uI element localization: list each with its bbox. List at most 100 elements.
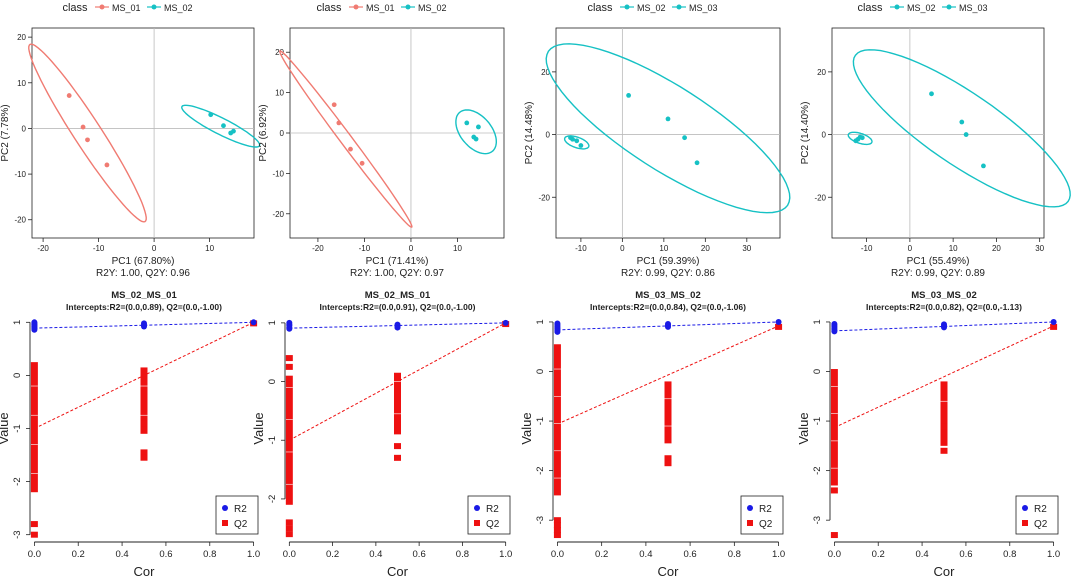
x-axis-label: Cor [658,564,680,579]
x-tick-label: 20 [701,244,710,253]
permutation-intercepts: Intercepts:R2=(0.0,0.89), Q2=(0.0,-1.00) [66,302,222,312]
r2-regression-line [834,321,1054,332]
x-tick-label: 0.2 [72,549,85,560]
x-tick-label: 0 [908,244,913,253]
y-tick-label: -1 [812,417,823,425]
legend-label: MS_01 [366,3,395,13]
x-axis-label: PC1 (55.49%) [907,256,970,267]
x-tick-label: 10 [659,244,668,253]
sample-point [574,138,580,144]
x-tick-label: 30 [1035,244,1044,253]
plot-frame [555,27,781,239]
sample-point [228,130,234,136]
y-axis-label: PC2 (14.48%) [524,102,535,165]
q2-point-cluster [140,367,148,434]
q2-point [140,420,148,427]
y-tick-label: -2 [12,477,23,485]
q2-point [553,527,561,534]
y-tick-label: 1 [12,320,23,325]
legend-r2-label: R2 [759,504,772,515]
y-axis-label: PC2 (6.92%) [258,104,269,161]
y-axis-label: PC2 (14.40%) [800,102,811,165]
x-tick-label: 0.0 [828,549,841,560]
sample-point [857,134,863,140]
x-tick-label: 0.8 [728,549,741,560]
legend-r2-marker [1022,505,1028,511]
q2-point [553,532,561,539]
q2-point [285,519,293,526]
legend-q2-marker [222,520,228,526]
y-tick-label: 0 [546,131,551,140]
q2-point [285,525,293,532]
x-tick-label: -20 [37,244,49,253]
legend-q2-marker [747,520,753,526]
x-tick-label: 0.4 [369,549,382,560]
q2-point [394,443,401,450]
sample-point [208,112,214,118]
sample-point [104,162,110,168]
x-tick-label: 1.0 [1047,549,1060,560]
y-axis-label: PC2 (7.78%) [0,104,11,161]
legend-label: MS_02 [907,3,936,13]
sample-point [626,92,631,98]
q2-regression-line [557,325,779,425]
legend-q2-label: Q2 [759,519,773,530]
y-tick-label: -3 [535,516,546,524]
y-tick-label: 1 [535,319,546,324]
y-tick-label: 20 [817,68,826,77]
y-tick-label: 0 [22,124,27,133]
sample-point [359,160,365,166]
q2-point [285,531,293,538]
x-tick-label: 0 [620,244,625,253]
x-tick-label: -10 [575,244,587,253]
legend-box [215,495,259,535]
r2-point [394,324,401,331]
sample-point [331,102,337,108]
legend-label: MS_01 [112,3,141,13]
sample-point [694,160,700,166]
x-tick-label: 0.2 [326,549,339,560]
legend-r2-marker [474,505,480,511]
y-tick-label: -2 [812,466,823,474]
x-tick-label: 0.2 [595,549,608,560]
q2-regression-line [834,325,1054,428]
y-tick-label: 1 [812,319,823,324]
confidence-ellipse-ms_02 [563,135,590,150]
y-tick-label: 0 [822,131,827,140]
legend-box [1015,495,1059,535]
sample-point [578,143,584,148]
y-tick-label: -20 [814,193,826,202]
legend-box [467,495,511,535]
x-tick-label: 0.6 [684,549,697,560]
permutation-title: MS_03_MS_02 [635,290,700,301]
x-tick-label: 10 [205,244,214,253]
confidence-ellipse-ms_03 [852,49,1071,208]
y-tick-label: -20 [14,216,26,225]
x-axis-label: PC1 (59.39%) [637,256,700,267]
x-tick-label: 0.4 [115,549,128,560]
q2-point [553,522,561,529]
x-axis-label: Cor [387,564,409,579]
r2-point [941,324,947,331]
x-tick-label: -10 [93,244,105,253]
sample-point [473,136,479,142]
x-tick-label: 0.2 [872,549,885,560]
legend-label: MS_02 [418,3,447,13]
q2-point [285,355,293,362]
q2-point [830,532,838,539]
r2-point [286,325,293,332]
q2-point-cluster [285,375,293,505]
legend-marker [624,4,630,10]
sample-point [85,137,90,143]
legend-marker [151,4,157,10]
model-stats: R2Y: 0.99, Q2Y: 0.86 [621,268,715,279]
q2-point-cluster [664,381,672,444]
x-tick-label: 0.8 [1003,549,1016,560]
q2-point [553,517,561,524]
y-tick-label: 10 [275,89,284,98]
y-tick-label: 0 [12,373,23,378]
sample-point [348,146,353,152]
permutation-title: MS_02_MS_01 [111,290,177,301]
sample-point [959,119,965,125]
